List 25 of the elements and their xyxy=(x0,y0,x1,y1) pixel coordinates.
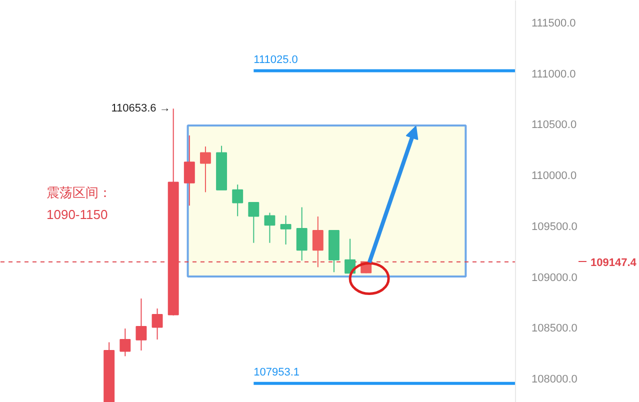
candlestick xyxy=(120,328,131,357)
candlestick xyxy=(184,134,195,206)
candlestick xyxy=(264,212,276,244)
candlestick xyxy=(232,184,244,217)
ref-line-label: 111025.0 xyxy=(254,54,298,66)
ref-line-label: 109147.4 xyxy=(590,256,638,269)
candlestick xyxy=(152,308,163,340)
candlestick xyxy=(312,216,324,268)
candlestick xyxy=(200,146,211,193)
y-tick-label: 110000.0 xyxy=(532,170,577,182)
y-tick-label: 110500.0 xyxy=(532,119,577,132)
annotation: 1090-1150 xyxy=(46,207,108,222)
y-tick-label: 108000.0 xyxy=(532,374,578,386)
y-tick-label: 111500.0 xyxy=(532,17,576,30)
y-tick-label: 109500.0 xyxy=(532,220,578,233)
candlestick xyxy=(296,206,308,262)
y-tick-label: 108500.0 xyxy=(532,322,578,335)
annotation: 震荡区间： xyxy=(46,185,112,200)
y-tick-label: 111000.0 xyxy=(532,68,576,80)
ref-line-label: 107953.1 xyxy=(254,366,300,378)
y-tick-label: 109000.0 xyxy=(532,272,578,284)
candlestick xyxy=(248,202,260,244)
candlestick xyxy=(280,214,292,245)
candlestick xyxy=(136,298,147,352)
annotation: 110653.6 → xyxy=(111,102,170,115)
